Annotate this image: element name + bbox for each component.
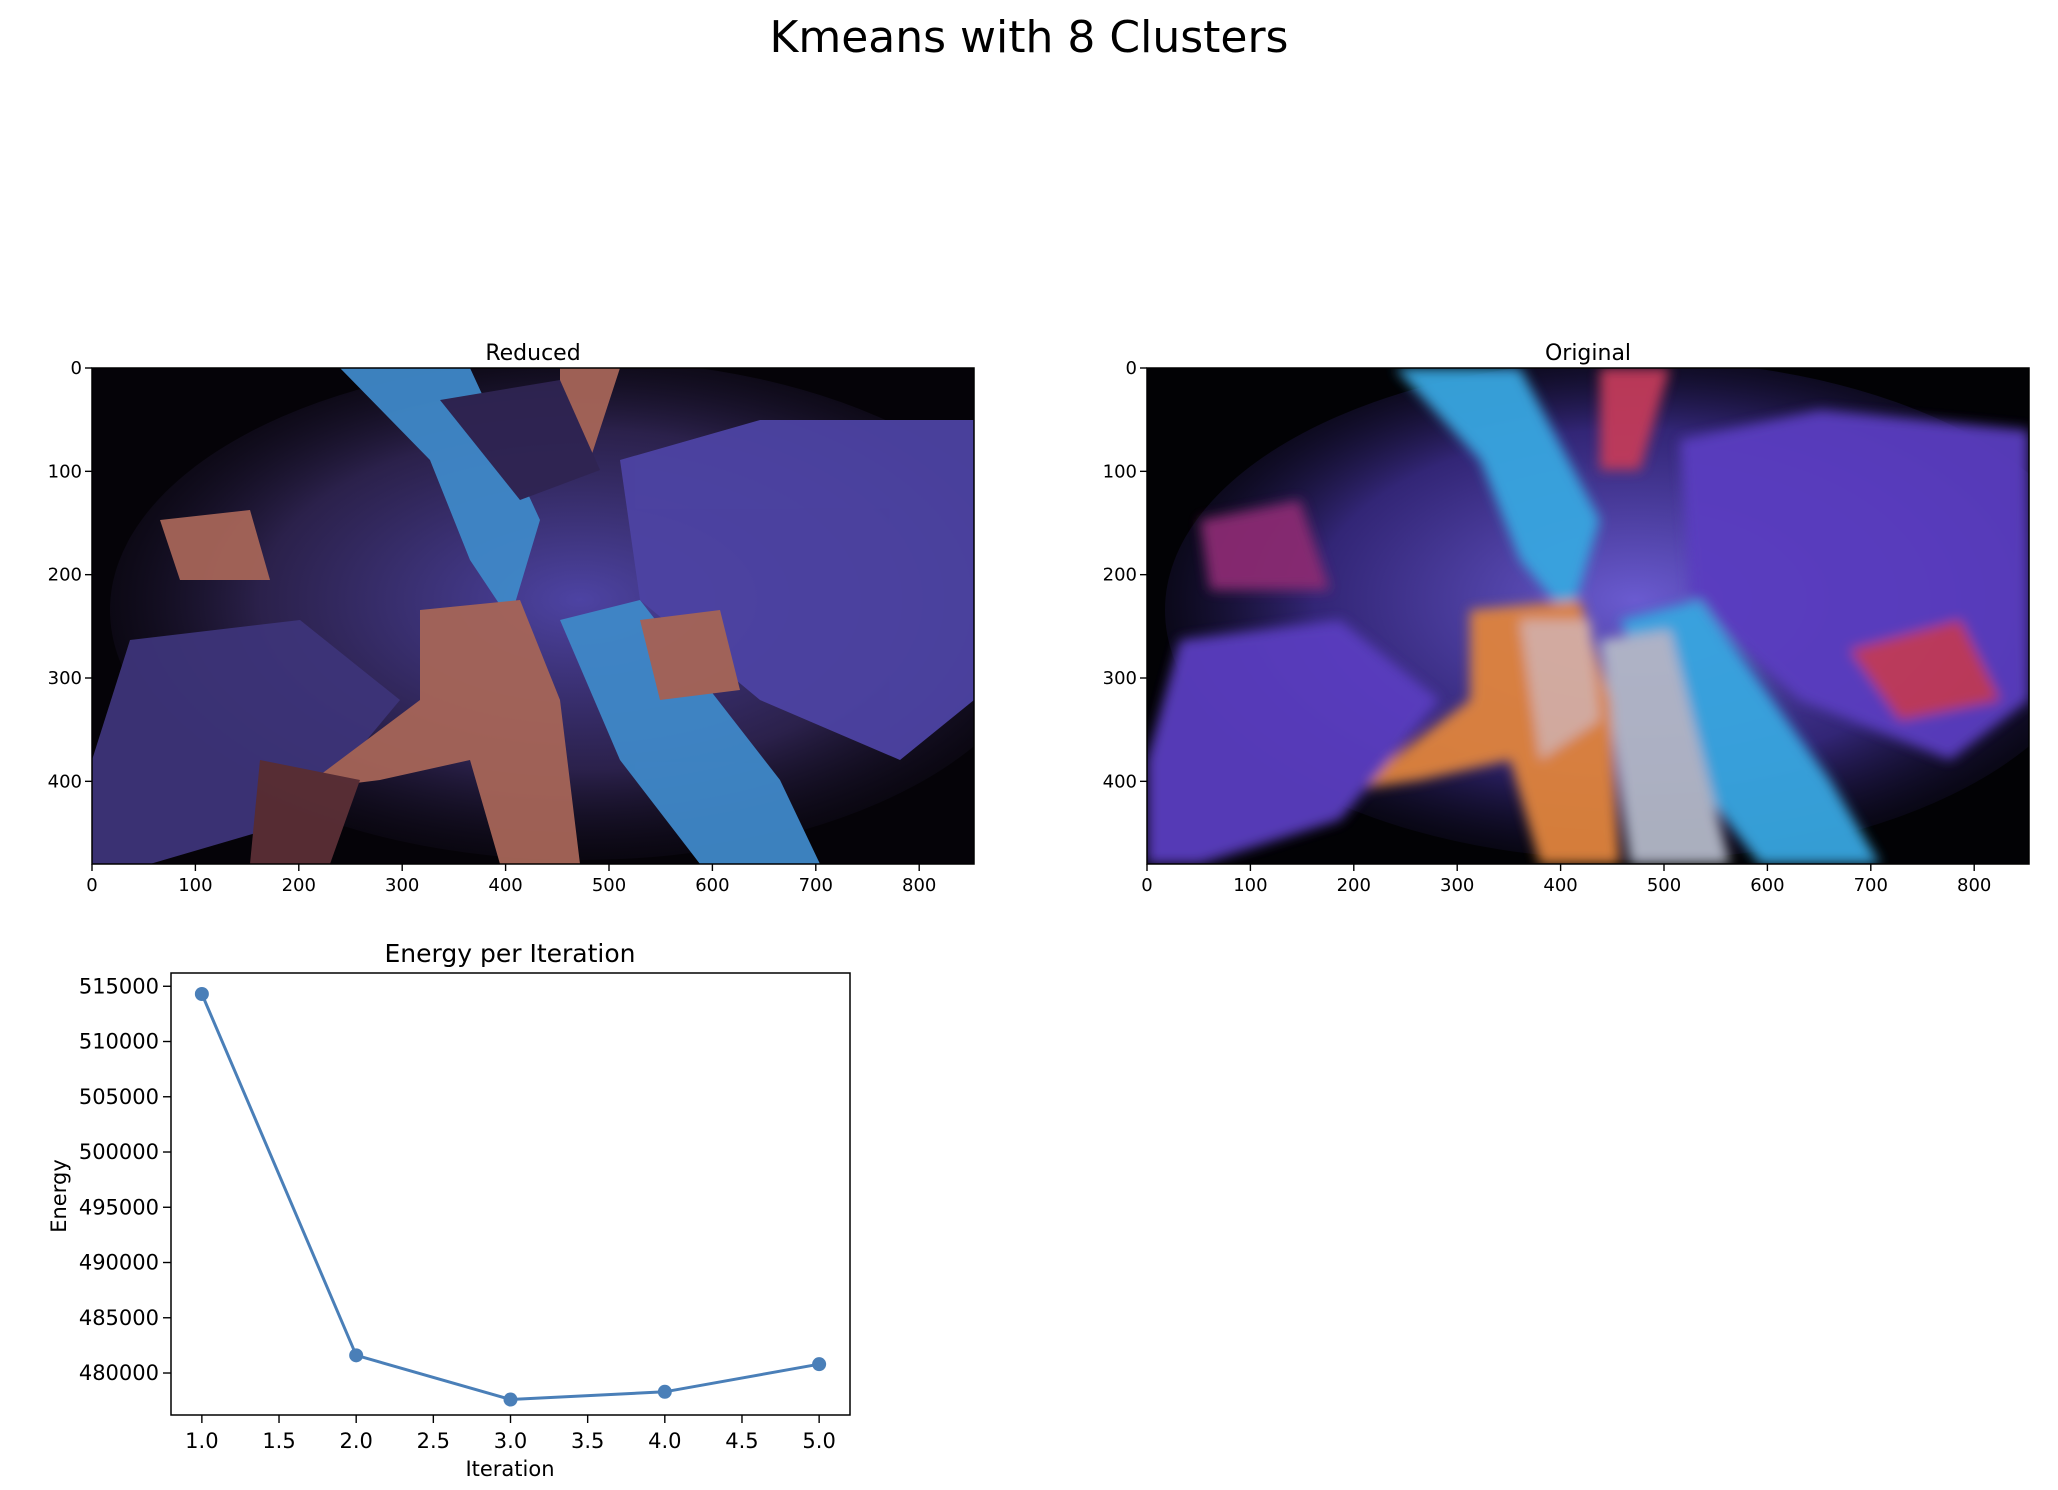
energy-data-point: [194, 986, 209, 1001]
energy-xticks: 1.0 1.5 2.0 2.5 3.0 3.5 4.0 4.5 5.0: [185, 1415, 836, 1453]
xtick-label: 400: [488, 875, 522, 896]
reduced-yticks: 0 100 200 300 400: [48, 358, 92, 792]
xtick-label: 600: [1750, 875, 1784, 896]
energy-data-point: [349, 1348, 364, 1363]
reduced-region-salmon-left: [160, 510, 270, 580]
xtick-label: 500: [1647, 875, 1681, 896]
original-xticks: 0 100 200 300 400 500 600 700 800: [1141, 864, 1991, 896]
xtick-label: 4.0: [648, 1429, 681, 1453]
original-yticks: 0 100 200 300 400: [1103, 358, 1147, 792]
original-plume-peach: [1520, 620, 1600, 760]
ytick-label: 100: [1103, 461, 1137, 482]
xtick-label: 400: [1543, 875, 1577, 896]
xtick-label: 700: [799, 875, 833, 896]
energy-series-points: [194, 986, 827, 1407]
ytick-label: 400: [1103, 771, 1137, 792]
ytick-label: 400: [48, 771, 82, 792]
reduced-title: Reduced: [485, 341, 580, 366]
original-plume-grey-lower: [1600, 630, 1730, 864]
xtick-label: 1.0: [185, 1429, 218, 1453]
ytick-label: 510000: [79, 1030, 159, 1054]
original-plume-magenta-left: [1200, 500, 1330, 590]
xtick-label: 300: [1440, 875, 1474, 896]
ytick-label: 200: [48, 565, 82, 586]
ytick-label: 485000: [79, 1306, 159, 1330]
original-plume-pink-right: [1850, 620, 2000, 720]
ytick-label: 300: [48, 668, 82, 689]
ytick-label: 100: [48, 461, 82, 482]
original-image: [1147, 368, 2029, 864]
xtick-label: 300: [385, 875, 419, 896]
energy-data-point: [812, 1357, 827, 1372]
xtick-label: 0: [1141, 875, 1152, 896]
energy-data-point: [503, 1392, 518, 1407]
xtick-label: 3.5: [571, 1429, 604, 1453]
xtick-label: 100: [178, 875, 212, 896]
xtick-label: 200: [1337, 875, 1371, 896]
energy-plot-frame: [170, 972, 851, 1416]
ytick-label: 490000: [79, 1251, 159, 1275]
xtick-label: 2.0: [339, 1429, 372, 1453]
reduced-region-blue-lower: [560, 600, 820, 864]
xtick-label: 800: [1957, 875, 1991, 896]
ytick-label: 515000: [79, 974, 159, 998]
ytick-label: 0: [1126, 358, 1137, 379]
reduced-region-violet-right: [620, 420, 974, 760]
xtick-label: 600: [695, 875, 729, 896]
ytick-label: 200: [1103, 565, 1137, 586]
energy-chart-title: Energy per Iteration: [385, 939, 636, 968]
ytick-label: 500000: [79, 1140, 159, 1164]
ytick-label: 505000: [79, 1085, 159, 1109]
xtick-label: 2.5: [417, 1429, 450, 1453]
reduced-image: [92, 368, 974, 864]
original-plume-cyan-upper: [1395, 368, 1600, 620]
reduced-region-salmon-main: [300, 600, 580, 864]
xtick-label: 100: [1233, 875, 1267, 896]
ytick-label: 480000: [79, 1361, 159, 1385]
original-plume-red-top: [1600, 368, 1670, 470]
energy-yticks: 480000 485000 490000 495000 500000 505000 5100…: [79, 974, 171, 1385]
energy-chart: Energy per Iteration 1.0 1.5 2.0 2.5 3.0 3.5 4…: [47, 939, 851, 1481]
reduced-image-frame: [91, 367, 975, 865]
xtick-label: 4.5: [725, 1429, 758, 1453]
energy-ylabel: Energy: [47, 1159, 71, 1233]
ytick-label: 0: [71, 358, 82, 379]
original-image-frame: [1146, 367, 2030, 865]
ytick-label: 495000: [79, 1195, 159, 1219]
ytick-label: 300: [1103, 668, 1137, 689]
xtick-label: 800: [902, 875, 936, 896]
xtick-label: 1.5: [262, 1429, 295, 1453]
xtick-label: 200: [282, 875, 316, 896]
reduced-region-salmon-mid: [640, 610, 740, 700]
xtick-label: 700: [1854, 875, 1888, 896]
reduced-region-maroon: [250, 760, 360, 864]
xtick-label: 500: [592, 875, 626, 896]
original-plume-teal-lower: [1620, 600, 1880, 864]
original-plume-violet-left: [1147, 620, 1440, 864]
reduced-xticks: 0 100 200 300 400 500 600 700 800: [86, 864, 936, 896]
reduced-region-violet-left: [92, 620, 400, 864]
energy-xlabel: Iteration: [465, 1457, 554, 1481]
xtick-label: 0: [86, 875, 97, 896]
figure-suptitle: Kmeans with 8 Clusters: [770, 12, 1289, 63]
original-title: Original: [1545, 341, 1631, 366]
energy-data-point: [657, 1384, 672, 1399]
reduced-image-panel: Reduced 0 100 200 300 400 500 600 700 800 0 100 20…: [48, 341, 975, 896]
xtick-label: 5.0: [802, 1429, 835, 1453]
xtick-label: 3.0: [494, 1429, 527, 1453]
original-image-panel: Original 0 100 200 300 400 500 600 700 800 0 100 2…: [1103, 341, 2030, 896]
reduced-region-dark-violet: [440, 380, 600, 500]
